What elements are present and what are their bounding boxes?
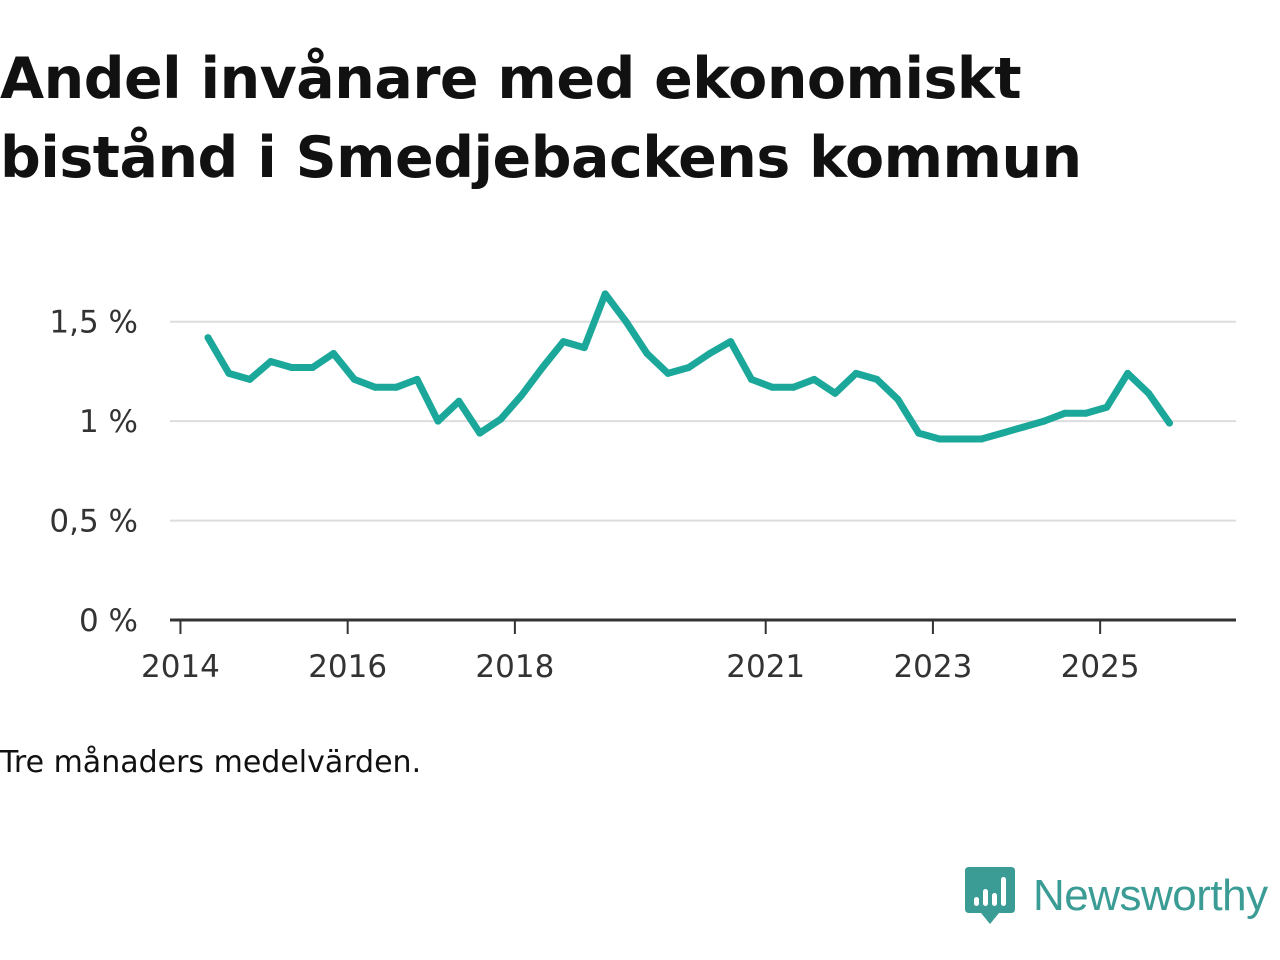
data-point (1103, 403, 1111, 411)
series-layer (204, 290, 1173, 443)
data-point (873, 375, 881, 383)
x-tick-label: 2018 (475, 649, 554, 685)
data-point (392, 383, 400, 391)
y-tick-label: 0,5 % (49, 504, 138, 540)
data-point (643, 350, 651, 357)
data-point (1061, 409, 1069, 417)
brand-logo: Newsworthy (965, 866, 1268, 926)
grid-lines (170, 320, 1236, 522)
data-point (998, 429, 1006, 437)
data-point (309, 364, 317, 371)
data-point (1124, 369, 1132, 377)
data-point (288, 364, 296, 371)
x-axis-ticks: 2014 2016 2018 2021 2023 2025 (141, 620, 1140, 685)
data-point (810, 375, 818, 383)
data-point (706, 350, 714, 357)
data-point (1166, 419, 1173, 427)
data-point (768, 383, 776, 391)
data-point (789, 383, 797, 391)
data-point (894, 395, 902, 403)
data-point (1145, 389, 1153, 397)
data-point (350, 375, 358, 383)
x-tick-label: 2025 (1061, 649, 1140, 685)
data-point (434, 417, 442, 425)
brand-name: Newsworthy (1033, 871, 1268, 920)
data-point (748, 375, 755, 383)
data-point (727, 338, 735, 346)
chart-title: Andel invånare med ekonomiskt bistånd i … (0, 46, 1082, 191)
data-point (580, 344, 588, 352)
data-point (539, 364, 546, 371)
data-point (685, 364, 693, 371)
data-point (852, 369, 860, 377)
x-tick-label: 2021 (726, 649, 805, 685)
data-point (622, 318, 630, 326)
data-point (559, 338, 567, 346)
x-tick-label: 2023 (893, 649, 972, 685)
data-point (664, 369, 672, 377)
y-tick-label: 1,5 % (49, 305, 138, 341)
data-point (371, 383, 379, 391)
y-tick-label: 0 % (79, 603, 138, 639)
data-point (455, 397, 463, 405)
y-axis-ticks: 0 % 0,5 % 1 % 1,5 % (49, 305, 138, 639)
data-point (518, 391, 526, 399)
y-tick-label: 1 % (79, 404, 138, 440)
data-point (476, 429, 484, 437)
data-point (1040, 417, 1048, 425)
data-point (831, 389, 839, 397)
data-point (957, 435, 964, 443)
x-tick-label: 2014 (141, 649, 220, 685)
data-point (1082, 409, 1090, 417)
data-point (977, 435, 985, 443)
data-point (1019, 423, 1027, 431)
data-point (915, 429, 923, 437)
newsworthy-logo-icon (965, 867, 1015, 924)
x-tick-label: 2016 (308, 649, 387, 685)
data-point (246, 375, 254, 383)
chart-subtitle: Tre månaders medelvärden. (0, 745, 422, 780)
data-point (225, 369, 233, 377)
data-point (204, 334, 212, 342)
data-point (330, 350, 337, 357)
data-point (601, 290, 609, 298)
data-point (936, 435, 944, 443)
data-point (267, 358, 275, 365)
data-point (413, 375, 421, 383)
data-point (497, 415, 505, 423)
